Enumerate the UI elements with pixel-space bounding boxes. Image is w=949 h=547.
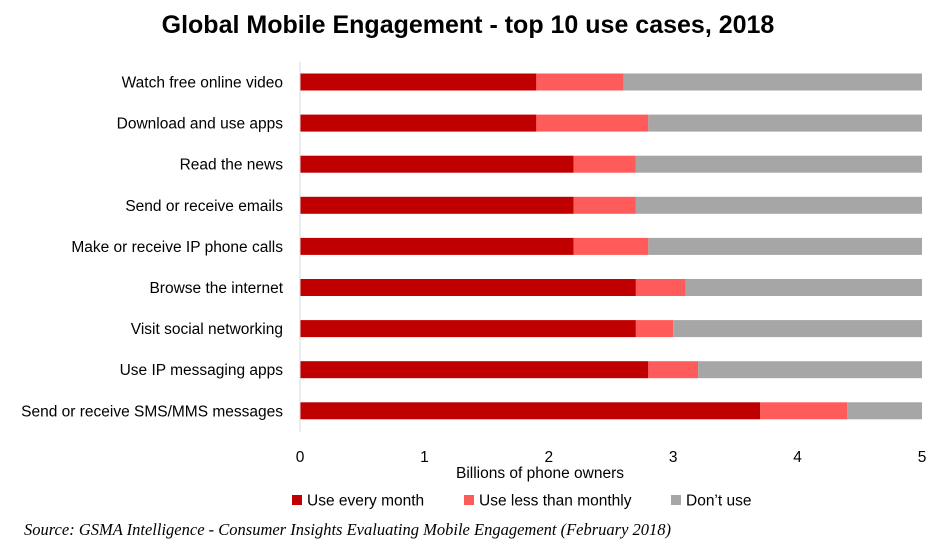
bar-make-or-receive-ip-phone-calls-use-less-than-monthly [573, 237, 649, 255]
bar-use-ip-messaging-apps-don-t-use [698, 361, 922, 379]
legend-swatch-use-less-than-monthly [464, 495, 474, 505]
category-label-watch-free-online-video: Watch free online video [122, 75, 283, 92]
x-tick-label-2: 2 [544, 449, 553, 466]
x-axis-title: Billions of phone owners [456, 465, 624, 482]
bar-use-ip-messaging-apps-use-less-than-monthly [648, 361, 699, 379]
category-label-browse-the-internet: Browse the internet [149, 280, 283, 297]
category-label-read-the-news: Read the news [180, 157, 284, 174]
bar-send-or-receive-sms-mms-messages-don-t-use [847, 402, 922, 420]
bar-watch-free-online-video-don-t-use [623, 73, 922, 91]
bar-send-or-receive-emails-use-every-month [300, 196, 574, 214]
bar-send-or-receive-emails-don-t-use [635, 196, 922, 214]
bar-download-and-use-apps-use-every-month [300, 114, 537, 132]
source-note: Source: GSMA Intelligence - Consumer Ins… [24, 520, 671, 539]
bar-download-and-use-apps-don-t-use [648, 114, 922, 132]
bar-send-or-receive-sms-mms-messages-use-less-than-monthly [760, 402, 848, 420]
bar-browse-the-internet-use-less-than-monthly [635, 279, 686, 296]
bar-read-the-news-use-less-than-monthly [573, 155, 636, 173]
bar-send-or-receive-emails-use-less-than-monthly [573, 196, 636, 214]
category-labels: Watch free online video Download and use … [21, 75, 284, 421]
legend-label-use-every-month: Use every month [307, 493, 424, 510]
bar-visit-social-networking-don-t-use [673, 320, 922, 338]
category-label-use-ip-messaging-apps: Use IP messaging apps [120, 362, 284, 379]
bar-send-or-receive-sms-mms-messages-use-every-month [300, 402, 761, 420]
legend: Use every month Use less than monthly Don’… [292, 493, 751, 510]
x-tick-label-0: 0 [296, 449, 305, 466]
category-label-send-or-receive-sms-mms-messages: Send or receive SMS/MMS messages [21, 403, 283, 420]
chart-title: Global Mobile Engagement - top 10 use ca… [162, 11, 775, 39]
bars [300, 73, 922, 420]
x-tick-label-1: 1 [420, 449, 429, 466]
category-label-send-or-receive-emails: Send or receive emails [125, 198, 283, 215]
bar-read-the-news-don-t-use [635, 155, 922, 173]
x-axis-ticks: 0 1 2 3 4 5 [296, 449, 927, 466]
category-label-download-and-use-apps: Download and use apps [117, 116, 284, 133]
category-label-visit-social-networking: Visit social networking [131, 321, 283, 338]
x-tick-label-5: 5 [918, 449, 927, 466]
legend-label-don-t-use: Don’t use [686, 493, 751, 510]
bar-watch-free-online-video-use-every-month [300, 73, 537, 91]
bar-use-ip-messaging-apps-use-every-month [300, 361, 649, 379]
bar-make-or-receive-ip-phone-calls-don-t-use [648, 237, 922, 255]
x-tick-label-4: 4 [793, 449, 802, 466]
bar-visit-social-networking-use-less-than-monthly [635, 320, 674, 338]
bar-read-the-news-use-every-month [300, 155, 574, 173]
legend-swatch-use-every-month [292, 495, 302, 505]
bar-download-and-use-apps-use-less-than-monthly [536, 114, 649, 132]
bar-browse-the-internet-use-every-month [300, 279, 636, 296]
x-tick-label-3: 3 [669, 449, 678, 466]
category-label-make-or-receive-ip-phone-calls: Make or receive IP phone calls [71, 239, 283, 256]
legend-label-use-less-than-monthly: Use less than monthly [479, 493, 632, 510]
bar-make-or-receive-ip-phone-calls-use-every-month [300, 237, 574, 255]
bar-visit-social-networking-use-every-month [300, 320, 636, 338]
legend-swatch-don-t-use [671, 495, 681, 505]
bar-browse-the-internet-don-t-use [685, 279, 922, 296]
bar-watch-free-online-video-use-less-than-monthly [536, 73, 624, 91]
